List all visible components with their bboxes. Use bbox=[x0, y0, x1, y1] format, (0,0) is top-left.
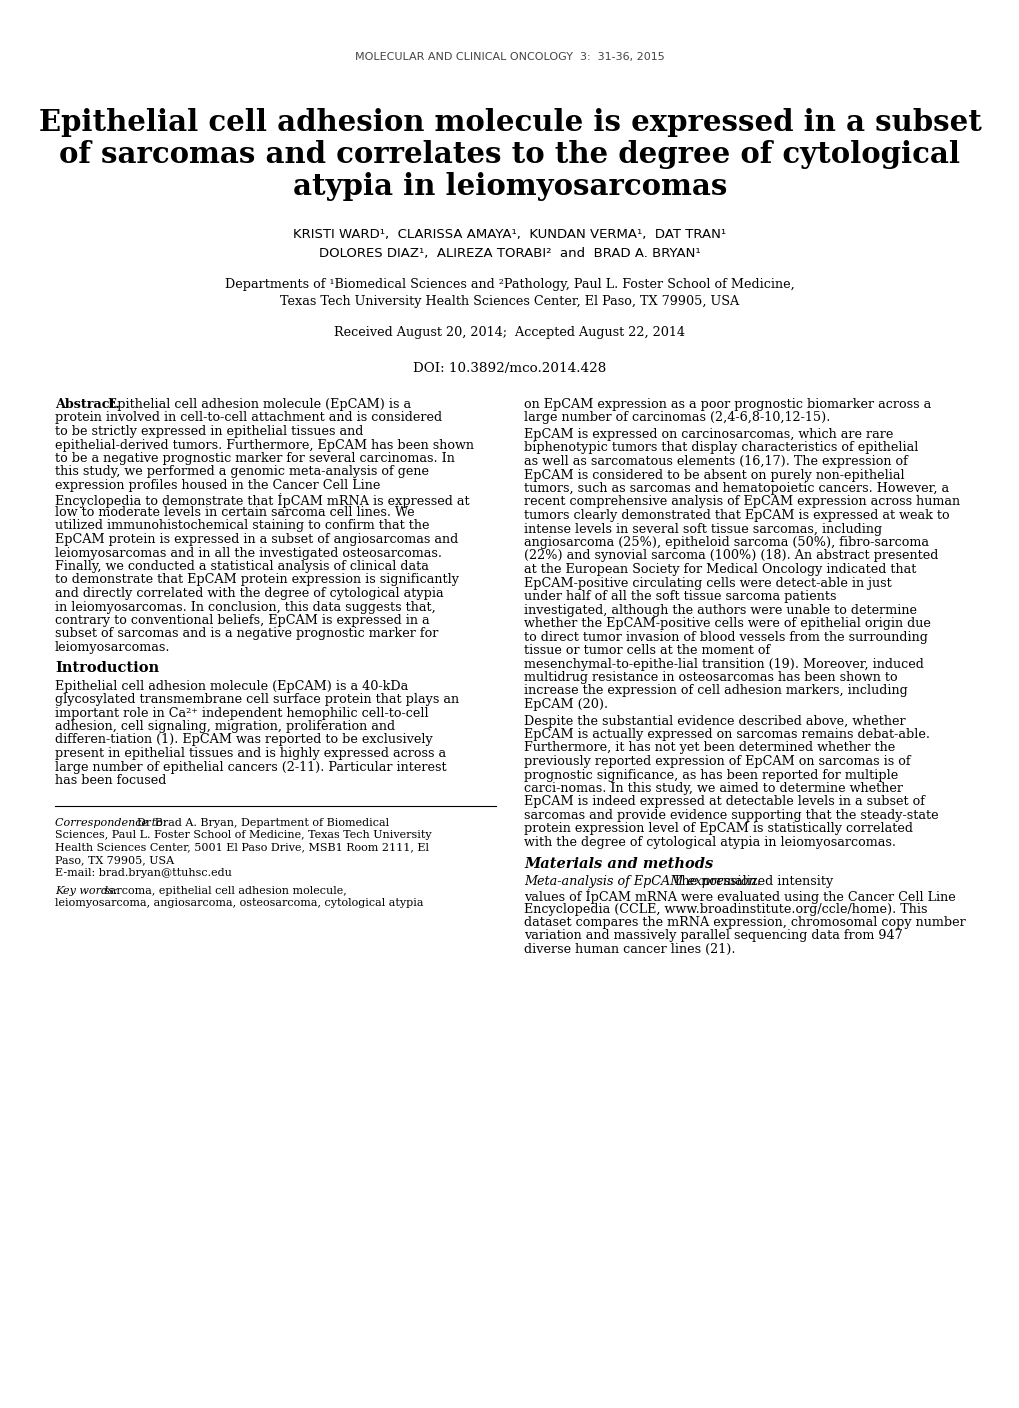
Text: utilized immunohistochemical staining to confirm that the: utilized immunohistochemical staining to… bbox=[55, 520, 429, 532]
Text: adhesion, cell signaling, migration, proliferation and: adhesion, cell signaling, migration, pro… bbox=[55, 719, 394, 734]
Text: dataset compares the mRNA expression, chromosomal copy number: dataset compares the mRNA expression, ch… bbox=[524, 917, 965, 929]
Text: to be strictly expressed in epithelial tissues and: to be strictly expressed in epithelial t… bbox=[55, 425, 363, 438]
Text: EpCAM-positive circulating cells were detect-able in just: EpCAM-positive circulating cells were de… bbox=[524, 576, 891, 590]
Text: Encyclopedia to demonstrate that ÍpCAM mRNA is expressed at: Encyclopedia to demonstrate that ÍpCAM m… bbox=[55, 493, 469, 507]
Text: to be a negative prognostic marker for several carcinomas. In: to be a negative prognostic marker for s… bbox=[55, 452, 454, 465]
Text: mesenchymal-to-epithe-lial transition (19). Moreover, induced: mesenchymal-to-epithe-lial transition (1… bbox=[524, 658, 923, 670]
Text: Epithelial cell adhesion molecule (EpCAM) is a 40-kDa: Epithelial cell adhesion molecule (EpCAM… bbox=[55, 680, 408, 693]
Text: Epithelial cell adhesion molecule (EpCAM) is a: Epithelial cell adhesion molecule (EpCAM… bbox=[108, 398, 411, 411]
Text: leiomyosarcomas and in all the investigated osteosarcomas.: leiomyosarcomas and in all the investiga… bbox=[55, 546, 441, 559]
Text: Dr Brad A. Bryan, Department of Biomedical: Dr Brad A. Bryan, Department of Biomedic… bbox=[137, 818, 388, 828]
Text: protein expression level of EpCAM is statistically correlated: protein expression level of EpCAM is sta… bbox=[524, 822, 912, 835]
Text: diverse human cancer lines (21).: diverse human cancer lines (21). bbox=[524, 943, 735, 956]
Text: Correspondence to:: Correspondence to: bbox=[55, 818, 166, 828]
Text: carci-nomas. In this study, we aimed to determine whether: carci-nomas. In this study, we aimed to … bbox=[524, 781, 902, 796]
Text: values of ÍpCAM mRNA were evaluated using the Cancer Cell Line: values of ÍpCAM mRNA were evaluated usin… bbox=[524, 888, 955, 904]
Text: on EpCAM expression as a poor prognostic biomarker across a: on EpCAM expression as a poor prognostic… bbox=[524, 398, 930, 411]
Text: to direct tumor invasion of blood vessels from the surrounding: to direct tumor invasion of blood vessel… bbox=[524, 631, 927, 643]
Text: sarcomas and provide evidence supporting that the steady-state: sarcomas and provide evidence supporting… bbox=[524, 810, 937, 822]
Text: atypia in leiomyosarcomas: atypia in leiomyosarcomas bbox=[292, 172, 727, 201]
Text: tumors, such as sarcomas and hematopoietic cancers. However, a: tumors, such as sarcomas and hematopoiet… bbox=[524, 482, 949, 496]
Text: Furthermore, it has not yet been determined whether the: Furthermore, it has not yet been determi… bbox=[524, 742, 895, 755]
Text: differen-tiation (1). EpCAM was reported to be exclusively: differen-tiation (1). EpCAM was reported… bbox=[55, 734, 432, 746]
Text: large number of epithelial cancers (2-11). Particular interest: large number of epithelial cancers (2-11… bbox=[55, 760, 446, 773]
Text: Received August 20, 2014;  Accepted August 22, 2014: Received August 20, 2014; Accepted Augus… bbox=[334, 327, 685, 339]
Text: investigated, although the authors were unable to determine: investigated, although the authors were … bbox=[524, 604, 916, 617]
Text: of sarcomas and correlates to the degree of cytological: of sarcomas and correlates to the degree… bbox=[59, 139, 960, 169]
Text: EpCAM is expressed on carcinosarcomas, which are rare: EpCAM is expressed on carcinosarcomas, w… bbox=[524, 428, 893, 441]
Text: Introduction: Introduction bbox=[55, 662, 159, 676]
Text: increase the expression of cell adhesion markers, including: increase the expression of cell adhesion… bbox=[524, 684, 907, 697]
Text: Finally, we conducted a statistical analysis of clinical data: Finally, we conducted a statistical anal… bbox=[55, 560, 428, 573]
Text: EpCAM is considered to be absent on purely non-epithelial: EpCAM is considered to be absent on pure… bbox=[524, 469, 904, 482]
Text: Materials and methods: Materials and methods bbox=[524, 857, 712, 872]
Text: important role in Ca²⁺ independent hemophilic cell-to-cell: important role in Ca²⁺ independent hemop… bbox=[55, 707, 428, 719]
Text: tumors clearly demonstrated that EpCAM is expressed at weak to: tumors clearly demonstrated that EpCAM i… bbox=[524, 510, 949, 522]
Text: KRISTI WARD¹,  CLARISSA AMAYA¹,  KUNDAN VERMA¹,  DAT TRAN¹: KRISTI WARD¹, CLARISSA AMAYA¹, KUNDAN VE… bbox=[293, 228, 726, 241]
Text: contrary to conventional beliefs, EpCAM is expressed in a: contrary to conventional beliefs, EpCAM … bbox=[55, 614, 429, 627]
Text: variation and massively parallel sequencing data from 947: variation and massively parallel sequenc… bbox=[524, 929, 902, 942]
Text: Despite the substantial evidence described above, whether: Despite the substantial evidence describ… bbox=[524, 714, 905, 728]
Text: and directly correlated with the degree of cytological atypia: and directly correlated with the degree … bbox=[55, 587, 443, 600]
Text: with the degree of cytological atypia in leiomyosarcomas.: with the degree of cytological atypia in… bbox=[524, 836, 895, 849]
Text: large number of carcinomas (2,4-6,8-10,12-15).: large number of carcinomas (2,4-6,8-10,1… bbox=[524, 411, 829, 424]
Text: Epithelial cell adhesion molecule is expressed in a subset: Epithelial cell adhesion molecule is exp… bbox=[39, 108, 980, 137]
Text: to demonstrate that EpCAM protein expression is significantly: to demonstrate that EpCAM protein expres… bbox=[55, 573, 459, 587]
Text: has been focused: has been focused bbox=[55, 774, 166, 787]
Text: intense levels in several soft tissue sarcomas, including: intense levels in several soft tissue sa… bbox=[524, 522, 881, 535]
Text: whether the EpCAM-positive cells were of epithelial origin due: whether the EpCAM-positive cells were of… bbox=[524, 617, 930, 629]
Text: this study, we performed a genomic meta-analysis of gene: this study, we performed a genomic meta-… bbox=[55, 466, 429, 479]
Text: Meta-analysis of EpCAM expression.: Meta-analysis of EpCAM expression. bbox=[524, 876, 760, 888]
Text: DOI: 10.3892/mco.2014.428: DOI: 10.3892/mco.2014.428 bbox=[413, 362, 606, 375]
Text: Key words:: Key words: bbox=[55, 886, 117, 895]
Text: expression profiles housed in the Cancer Cell Line: expression profiles housed in the Cancer… bbox=[55, 479, 380, 491]
Text: E-mail: brad.bryan@ttuhsc.edu: E-mail: brad.bryan@ttuhsc.edu bbox=[55, 867, 231, 877]
Text: tissue or tumor cells at the moment of: tissue or tumor cells at the moment of bbox=[524, 643, 769, 658]
Text: EpCAM (20).: EpCAM (20). bbox=[524, 698, 607, 711]
Text: Texas Tech University Health Sciences Center, El Paso, TX 79905, USA: Texas Tech University Health Sciences Ce… bbox=[280, 296, 739, 308]
Text: glycosylated transmembrane cell surface protein that plays an: glycosylated transmembrane cell surface … bbox=[55, 693, 459, 705]
Text: Departments of ¹Biomedical Sciences and ²Pathology, Paul L. Foster School of Med: Departments of ¹Biomedical Sciences and … bbox=[225, 277, 794, 291]
Text: MOLECULAR AND CLINICAL ONCOLOGY  3:  31-36, 2015: MOLECULAR AND CLINICAL ONCOLOGY 3: 31-36… bbox=[355, 52, 664, 62]
Text: EpCAM is indeed expressed at detectable levels in a subset of: EpCAM is indeed expressed at detectable … bbox=[524, 796, 924, 808]
Text: at the European Society for Medical Oncology indicated that: at the European Society for Medical Onco… bbox=[524, 563, 915, 576]
Text: multidrug resistance in osteosarcomas has been shown to: multidrug resistance in osteosarcomas ha… bbox=[524, 672, 897, 684]
Text: angiosarcoma (25%), epitheloid sarcoma (50%), fibro-sarcoma: angiosarcoma (25%), epitheloid sarcoma (… bbox=[524, 536, 928, 549]
Text: protein involved in cell-to-cell attachment and is considered: protein involved in cell-to-cell attachm… bbox=[55, 411, 441, 424]
Text: in leiomyosarcomas. In conclusion, this data suggests that,: in leiomyosarcomas. In conclusion, this … bbox=[55, 600, 435, 614]
Text: previously reported expression of EpCAM on sarcomas is of: previously reported expression of EpCAM … bbox=[524, 755, 910, 767]
Text: Encyclopedia (CCLE, www.broadinstitute.org/ccle/home). This: Encyclopedia (CCLE, www.broadinstitute.o… bbox=[524, 903, 926, 915]
Text: leiomyosarcoma, angiosarcoma, osteosarcoma, cytological atypia: leiomyosarcoma, angiosarcoma, osteosarco… bbox=[55, 898, 423, 908]
Text: epithelial-derived tumors. Furthermore, EpCAM has been shown: epithelial-derived tumors. Furthermore, … bbox=[55, 438, 474, 452]
Text: under half of all the soft tissue sarcoma patients: under half of all the soft tissue sarcom… bbox=[524, 590, 836, 603]
Text: Abstract.: Abstract. bbox=[55, 398, 119, 411]
Text: prognostic significance, as has been reported for multiple: prognostic significance, as has been rep… bbox=[524, 769, 898, 781]
Text: Paso, TX 79905, USA: Paso, TX 79905, USA bbox=[55, 855, 174, 865]
Text: recent comprehensive analysis of EpCAM expression across human: recent comprehensive analysis of EpCAM e… bbox=[524, 496, 959, 508]
Text: present in epithelial tissues and is highly expressed across a: present in epithelial tissues and is hig… bbox=[55, 748, 445, 760]
Text: subset of sarcomas and is a negative prognostic marker for: subset of sarcomas and is a negative pro… bbox=[55, 628, 438, 641]
Text: biphenotypic tumors that display characteristics of epithelial: biphenotypic tumors that display charact… bbox=[524, 442, 917, 455]
Text: sarcoma, epithelial cell adhesion molecule,: sarcoma, epithelial cell adhesion molecu… bbox=[104, 886, 346, 895]
Text: EpCAM is actually expressed on sarcomas remains debat-able.: EpCAM is actually expressed on sarcomas … bbox=[524, 728, 929, 741]
Text: low to moderate levels in certain sarcoma cell lines. We: low to moderate levels in certain sarcom… bbox=[55, 505, 414, 520]
Text: (22%) and synovial sarcoma (100%) (18). An abstract presented: (22%) and synovial sarcoma (100%) (18). … bbox=[524, 549, 937, 563]
Text: leiomyosarcomas.: leiomyosarcomas. bbox=[55, 641, 170, 653]
Text: EpCAM protein is expressed in a subset of angiosarcomas and: EpCAM protein is expressed in a subset o… bbox=[55, 534, 458, 546]
Text: Sciences, Paul L. Foster School of Medicine, Texas Tech University: Sciences, Paul L. Foster School of Medic… bbox=[55, 829, 431, 841]
Text: Health Sciences Center, 5001 El Paso Drive, MSB1 Room 2111, El: Health Sciences Center, 5001 El Paso Dri… bbox=[55, 842, 429, 852]
Text: DOLORES DIAZ¹,  ALIREZA TORABI²  and  BRAD A. BRYAN¹: DOLORES DIAZ¹, ALIREZA TORABI² and BRAD … bbox=[319, 246, 700, 260]
Text: as well as sarcomatous elements (16,17). The expression of: as well as sarcomatous elements (16,17).… bbox=[524, 455, 907, 467]
Text: The normalized intensity: The normalized intensity bbox=[673, 876, 833, 888]
